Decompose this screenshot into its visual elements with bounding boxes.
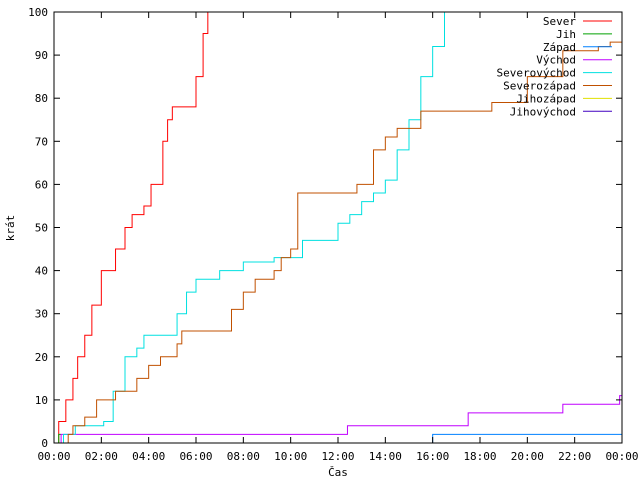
legend-label: Východ [536, 54, 576, 67]
legend-label: Severozápad [503, 80, 576, 93]
y-axis-ticks: 0 10 20 30 40 50 60 70 80 90 100 [28, 6, 622, 450]
series-line-4 [54, 12, 445, 444]
y-tick-label: 70 [35, 135, 48, 148]
y-tick-label: 50 [35, 222, 48, 235]
legend-label: Severovýchod [497, 67, 576, 80]
x-tick-label: 18:00 [463, 450, 496, 463]
x-tick-label: 22:00 [558, 450, 591, 463]
legend-label: Jihovýchod [510, 105, 576, 118]
y-tick-label: 40 [35, 265, 48, 278]
x-tick-label: 16:00 [416, 450, 449, 463]
y-tick-label: 80 [35, 92, 48, 105]
x-axis-ticks: 00:00 02:00 04:00 06:00 08:00 10:00 12:00 14:00… [37, 12, 639, 463]
legend: SeverJihZápadVýchodSeverovýchodSeverozáp… [497, 15, 612, 118]
legend-label: Jih [556, 28, 576, 41]
y-tick-label: 90 [35, 49, 48, 62]
y-tick-label: 100 [28, 6, 48, 19]
y-tick-label: 60 [35, 178, 48, 191]
y-tick-label: 0 [41, 437, 48, 450]
x-tick-label: 20:00 [511, 450, 544, 463]
x-tick-label: 14:00 [369, 450, 402, 463]
x-tick-label: 00:00 [605, 450, 638, 463]
x-axis-label: Čas [328, 466, 348, 479]
y-tick-label: 10 [35, 394, 48, 407]
series-line-5 [54, 41, 622, 444]
y-axis-label: krát [4, 215, 17, 242]
x-tick-label: 12:00 [321, 450, 354, 463]
legend-label: Západ [543, 41, 576, 54]
x-tick-label: 06:00 [179, 450, 212, 463]
x-tick-label: 04:00 [132, 450, 165, 463]
x-tick-label: 02:00 [85, 450, 118, 463]
legend-label: Sever [543, 15, 576, 28]
legend-label: Jihozápad [516, 92, 576, 105]
y-tick-label: 20 [35, 351, 48, 364]
y-tick-label: 30 [35, 308, 48, 321]
x-tick-label: 08:00 [227, 450, 260, 463]
x-tick-label: 00:00 [37, 450, 70, 463]
series-line-3 [54, 395, 622, 444]
x-tick-label: 10:00 [274, 450, 307, 463]
series-line-0 [54, 12, 209, 444]
